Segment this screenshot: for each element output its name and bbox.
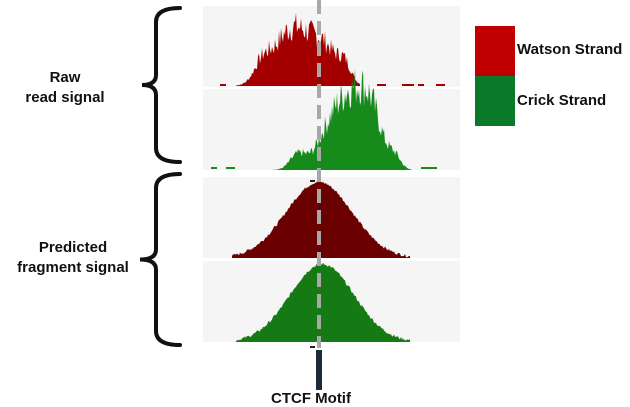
baseline-read [377, 84, 386, 86]
crick-legend-label: Crick Strand [517, 92, 607, 109]
predicted-signal-label: Predicted fragment signal [2, 238, 144, 278]
raw-signal-label: Raw read signal [10, 68, 120, 108]
predicted-crick-signal [236, 262, 410, 342]
baseline-read [226, 167, 235, 169]
raw-watson-signal [236, 12, 360, 87]
ctcf-motif-bar [316, 350, 322, 390]
baseline-read [436, 84, 445, 86]
raw-watson-baseline-reads [220, 84, 445, 86]
raw-signal-brace [141, 6, 182, 164]
raw-crick-baseline-reads [211, 167, 437, 169]
predicted-signal-label-line2: fragment signal [17, 259, 129, 276]
baseline-read [211, 167, 217, 169]
baseline-read [220, 84, 226, 86]
predicted-signal-label-line1: Predicted [38, 239, 108, 256]
axis-tick [310, 346, 315, 348]
raw-signal-label-line2: read signal [25, 89, 105, 106]
baseline-read [421, 167, 433, 169]
baseline-read [418, 84, 424, 86]
watson-legend-label: Watson Strand [517, 41, 623, 58]
predicted-signal-brace [139, 172, 182, 347]
axis-tick [310, 180, 315, 182]
crick-legend-swatch [475, 76, 515, 126]
baseline-read [431, 167, 437, 169]
ctcf-motif-label: CTCF Motif [271, 390, 351, 407]
watson-legend-swatch [475, 26, 515, 76]
raw-signal-label-line1: Raw [49, 69, 81, 86]
raw-crick-signal [246, 68, 412, 170]
baseline-read [402, 84, 414, 86]
